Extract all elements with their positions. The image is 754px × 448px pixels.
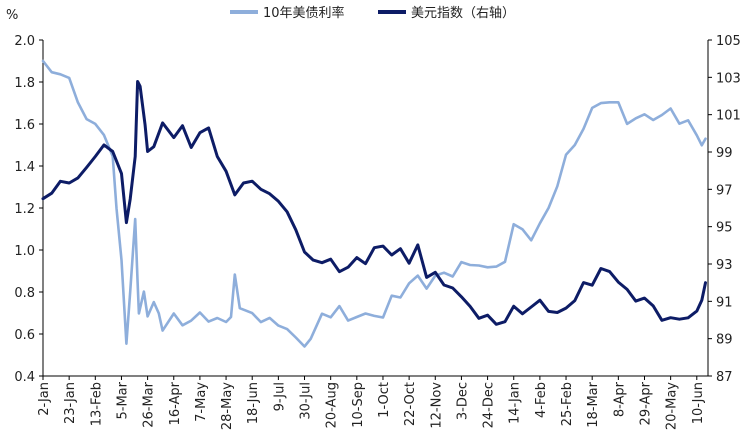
y-right-tick-label: 93 [716, 258, 733, 273]
treasury-yield-line [41, 59, 707, 348]
y-right-tick-label: 89 [716, 333, 733, 348]
x-tick-label: 20-May [665, 382, 680, 430]
legend-label-us10y: 10年美债利率 [263, 5, 345, 21]
x-tick-label: 13-Feb [89, 382, 104, 426]
x-tick-label: 24-Dec [482, 382, 497, 428]
y-left-tick-label: 1.4 [14, 160, 35, 175]
x-tick-label: 29-Apr [638, 381, 653, 425]
y-left-tick-label: 2.0 [14, 34, 35, 49]
left-axis-unit: % [6, 8, 18, 23]
x-tick-label: 5-Mar [115, 381, 130, 419]
x-tick-label: 14-Jan [508, 382, 523, 424]
y-right-tick-label: 91 [716, 295, 733, 310]
x-tick-label: 18-Mar [586, 381, 601, 427]
x-tick-label: 4-Feb [534, 382, 549, 418]
x-tick-label: 22-Oct [403, 382, 418, 426]
x-tick-label: 7-May [194, 382, 209, 422]
y-left-tick-label: 1.8 [14, 76, 35, 91]
y-left-tick-label: 0.4 [14, 370, 35, 385]
y-right-tick-label: 95 [716, 221, 733, 236]
x-tick-label: 12-Nov [429, 382, 444, 429]
y-right-tick-label: 105 [716, 34, 741, 49]
x-tick-label: 10-Jun [691, 382, 706, 424]
x-tick-label: 30-Jul [299, 382, 314, 420]
x-tick-label: 16-Apr [168, 381, 183, 425]
x-tick-label: 2-Jan [37, 382, 52, 416]
y-right-tick-label: 103 [716, 71, 741, 86]
dollar-index-line [41, 80, 707, 326]
x-tick-label: 23-Jan [63, 382, 78, 424]
legend-label-dxy: 美元指数（右轴） [411, 6, 515, 21]
y-left-tick-label: 1.2 [14, 202, 35, 217]
y-right-tick-label: 101 [716, 109, 741, 124]
plot-area: 2.0 1.8 1.6 1.4 1.2 1.0 0.8 0.6 0.4 105 103 101 99 97… [14, 34, 741, 430]
legend: 10年美债利率 美元指数（右轴） [230, 5, 515, 21]
x-tick-label: 3-Dec [455, 382, 470, 420]
x-tick-label: 1-Oct [377, 382, 392, 418]
x-tick-label: 25-Feb [560, 382, 575, 426]
x-tick-label: 9-Jul [272, 382, 287, 411]
y-left-tick-label: 0.8 [14, 286, 35, 301]
y-right-tick-label: 99 [716, 146, 733, 161]
x-tick-label: 20-Aug [325, 382, 340, 428]
y-left-tick-label: 1.6 [14, 118, 35, 133]
x-tick-label: 10-Sep [351, 382, 366, 428]
x-tick-label: 18-Jun [246, 382, 261, 424]
x-tick-label: 8-Apr [612, 381, 627, 417]
y-left-tick-label: 0.6 [14, 328, 35, 343]
y-left-tick-label: 1.0 [14, 244, 35, 259]
y-right-tick-label: 87 [716, 370, 733, 385]
x-tick-label: 28-May [220, 382, 235, 430]
y-right-tick-label: 97 [716, 183, 733, 198]
x-tick-label: 26-Mar [142, 381, 157, 427]
